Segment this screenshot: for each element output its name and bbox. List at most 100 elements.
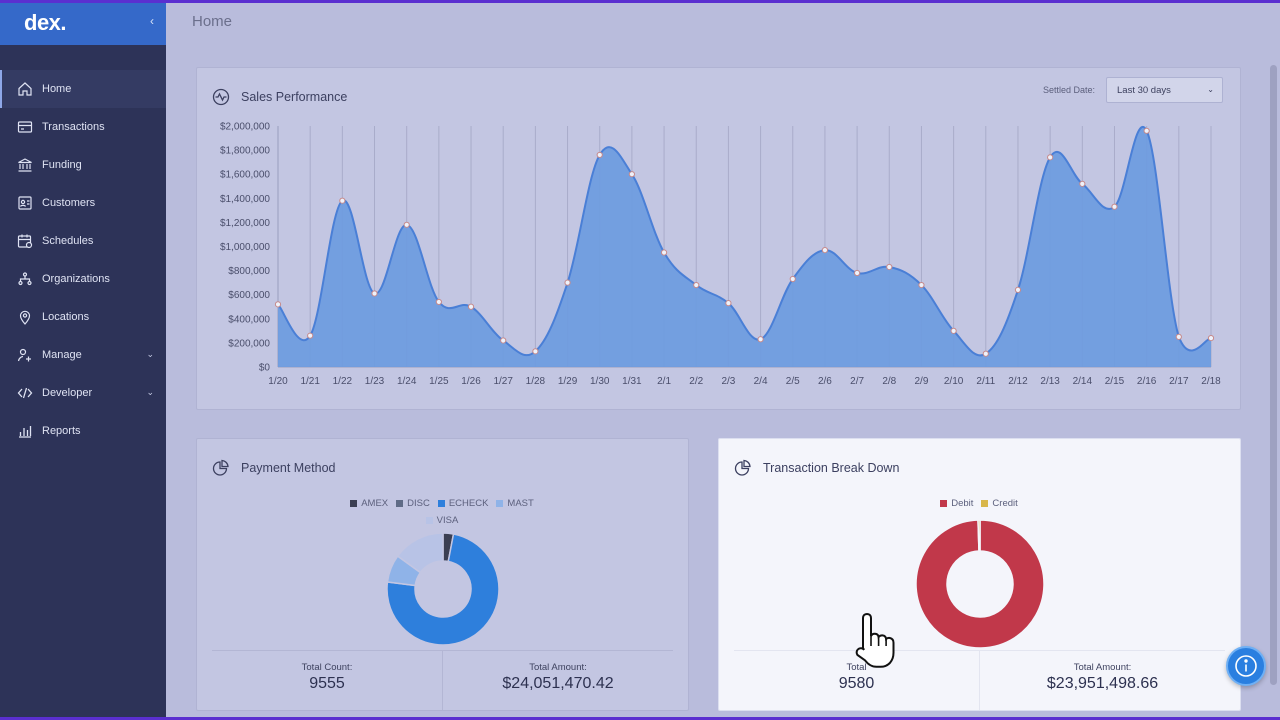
settled-date-label: Settled Date: <box>1042 85 1095 95</box>
data-point[interactable] <box>339 197 346 204</box>
total-count-value: 9555 <box>309 675 345 692</box>
hand-cursor-icon <box>855 612 895 668</box>
sidebar-item-organizations[interactable]: Organizations <box>0 260 166 298</box>
sidebar-item-manage[interactable]: Manage ⌄ <box>0 336 166 374</box>
total-count-label: Total <box>846 662 867 673</box>
sidebar-item-label: Locations <box>42 311 90 323</box>
slice-echeck[interactable] <box>386 533 500 646</box>
data-point[interactable] <box>950 327 957 334</box>
payment-method-legend: AMEX DISC ECHECK MAST VISA <box>337 498 547 532</box>
data-point[interactable] <box>564 279 571 286</box>
dex-logo[interactable]: dex. <box>24 9 67 35</box>
data-point[interactable] <box>918 281 925 289</box>
data-point[interactable] <box>1014 286 1022 293</box>
x-tick-label: 1/31 <box>622 376 642 387</box>
data-point[interactable] <box>789 275 796 283</box>
data-point[interactable] <box>982 350 989 357</box>
slice-debit[interactable] <box>915 519 1045 649</box>
date-range-select[interactable]: Last 30 days ⌄ <box>1106 77 1223 103</box>
sidebar-item-label: Home <box>42 83 72 95</box>
bottom-accent-line <box>0 717 1280 720</box>
x-tick-label: 2/4 <box>754 376 768 387</box>
data-point[interactable] <box>1207 334 1215 342</box>
legend-item-debit[interactable]: Debit <box>940 498 973 509</box>
data-point[interactable] <box>467 303 475 310</box>
chevron-down-icon: ⌄ <box>146 349 154 359</box>
location-icon <box>17 309 33 325</box>
legend-item-credit[interactable]: Credit <box>981 498 1018 509</box>
sales-performance-title: Sales Performance <box>241 90 348 104</box>
total-amount-value: $24,051,470.42 <box>502 675 614 692</box>
date-range-value: Last 30 days <box>1117 85 1171 96</box>
x-tick-label: 2/3 <box>721 376 735 387</box>
data-point[interactable] <box>854 269 861 277</box>
chevron-left-icon[interactable]: ‹ <box>150 14 154 28</box>
sidebar-item-reports[interactable]: Reports <box>0 412 166 450</box>
data-point[interactable] <box>1143 127 1150 134</box>
y-tick-label: $1,400,000 <box>220 194 270 205</box>
legend-label: VISA <box>436 515 459 526</box>
data-point[interactable] <box>532 348 539 355</box>
legend-item-mast[interactable]: MAST <box>496 498 534 509</box>
sidebar-item-funding[interactable]: Funding <box>0 146 166 184</box>
sidebar-item-home[interactable]: Home <box>0 70 166 108</box>
y-tick-label: $1,000,000 <box>220 242 270 253</box>
legend-label: MAST <box>507 498 534 509</box>
data-point[interactable] <box>307 332 314 339</box>
x-tick-label: 2/18 <box>1201 376 1221 387</box>
transaction-breakdown-donut <box>915 519 1045 649</box>
data-point[interactable] <box>435 298 442 306</box>
bank-icon <box>17 157 33 173</box>
sidebar-item-transactions[interactable]: Transactions <box>0 108 166 146</box>
data-point[interactable] <box>821 247 829 254</box>
x-tick-label: 1/29 <box>558 376 578 387</box>
legend-item-visa[interactable]: VISA <box>425 515 459 526</box>
sidebar-item-locations[interactable]: Locations <box>0 298 166 336</box>
page-scrollbar[interactable] <box>1270 65 1277 685</box>
data-point[interactable] <box>1111 203 1118 210</box>
data-point[interactable] <box>886 263 893 271</box>
legend-item-echeck[interactable]: ECHECK <box>437 498 489 509</box>
data-point[interactable] <box>274 301 282 308</box>
x-tick-label: 2/8 <box>882 376 896 387</box>
legend-item-amex[interactable]: AMEX <box>350 498 388 509</box>
data-point[interactable] <box>371 290 378 297</box>
payment-method-donut <box>386 532 500 646</box>
top-accent-line <box>0 0 1280 3</box>
org-icon <box>17 271 33 287</box>
data-point[interactable] <box>628 171 635 178</box>
sidebar-item-customers[interactable]: Customers <box>0 184 166 222</box>
x-tick-label: 2/17 <box>1169 376 1189 387</box>
data-point[interactable] <box>1047 154 1054 161</box>
data-point[interactable] <box>1175 333 1182 340</box>
home-icon <box>17 81 33 97</box>
y-tick-label: $1,800,000 <box>220 146 270 157</box>
data-point[interactable] <box>1079 180 1086 187</box>
sidebar-item-schedules[interactable]: Schedules <box>0 222 166 260</box>
data-point[interactable] <box>403 221 410 228</box>
data-point[interactable] <box>596 151 603 159</box>
sidebar-item-developer[interactable]: Developer ⌄ <box>0 374 166 412</box>
total-amount-value: $23,951,498.66 <box>1046 675 1159 692</box>
x-tick-label: 2/11 <box>976 376 995 387</box>
data-point[interactable] <box>725 300 732 307</box>
x-tick-label: 2/9 <box>914 376 928 387</box>
total-amount-label: Total Amount: <box>1073 662 1132 673</box>
data-point[interactable] <box>693 281 700 289</box>
chevron-down-icon: ⌄ <box>1207 85 1214 94</box>
y-tick-label: $1,200,000 <box>220 218 270 229</box>
slice-visa[interactable] <box>396 532 444 574</box>
x-tick-label: 2/10 <box>944 376 964 387</box>
x-tick-label: 2/6 <box>818 376 832 387</box>
data-point[interactable] <box>660 249 668 256</box>
legend-item-disc[interactable]: DISC <box>396 498 430 509</box>
sidebar-nav: Home Transactions Funding Customers Sche… <box>0 70 166 450</box>
legend-label: ECHECK <box>448 498 489 509</box>
info-button[interactable] <box>1226 646 1266 686</box>
slice-credit[interactable] <box>977 519 981 552</box>
sidebar: dex. ‹ Home Transactions Funding Custome… <box>0 0 166 720</box>
data-point[interactable] <box>500 337 507 344</box>
data-point[interactable] <box>757 336 764 343</box>
reports-icon <box>17 423 33 439</box>
y-tick-label: $200,000 <box>228 338 270 349</box>
